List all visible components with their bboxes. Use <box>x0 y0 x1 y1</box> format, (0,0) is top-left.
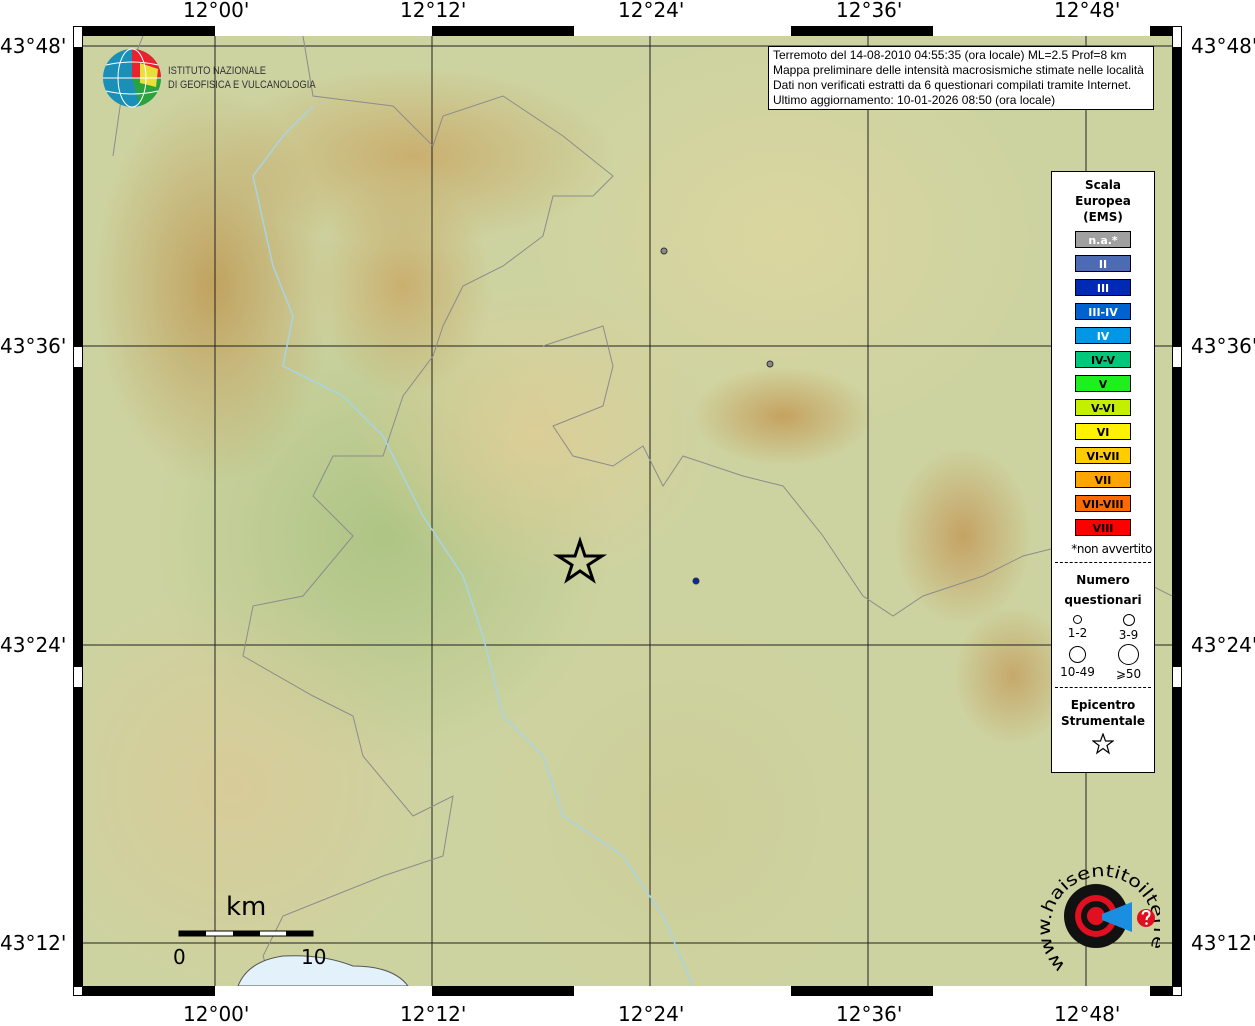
map-overlay <box>83 36 1172 986</box>
intensity-swatch: VII-VIII <box>1075 495 1131 512</box>
lat-label-left: 43°24' <box>0 633 67 657</box>
intensity-swatch: III <box>1075 279 1131 296</box>
scalebar-label-0: 0 <box>173 945 186 969</box>
info-line: Terremoto del 14-08-2010 04:55:35 (ora l… <box>773 48 1127 62</box>
lon-label-top: 12°00' <box>183 0 250 22</box>
info-line: Mappa preliminare delle intensità macros… <box>773 63 1144 77</box>
intensity-point[interactable] <box>692 577 700 585</box>
intensity-swatch: VI-VII <box>1075 447 1131 464</box>
lat-label-right: 43°12' <box>1191 931 1255 955</box>
count-label: 3-9 <box>1118 628 1139 642</box>
legend-title: Scala <box>1084 178 1122 192</box>
scalebar-unit: km <box>226 892 267 922</box>
epicenter-star-icon <box>552 536 608 584</box>
intensity-swatch: n.a.* <box>1075 231 1131 248</box>
map-frame-top <box>73 26 1182 36</box>
divider <box>1055 687 1151 689</box>
intensity-scale: n.a.* II III III-IV IV IV-V V V-VI VI VI-VII VII VI… <box>1052 231 1154 536</box>
intensity-swatch: III-IV <box>1075 303 1131 320</box>
lon-label-bottom: 12°48' <box>1054 1002 1121 1026</box>
lon-label-bottom: 12°36' <box>836 1002 903 1026</box>
ingv-logo: ISTITUTO NAZIONALE DI GEOFISICA E VULCAN… <box>100 47 316 113</box>
info-line: Dati non verificati estratti da 6 questi… <box>773 78 1132 92</box>
lat-label-right: 43°24' <box>1191 633 1255 657</box>
legend-title: (EMS) <box>1083 210 1123 224</box>
intensity-point[interactable] <box>660 247 668 255</box>
legend-title: Europea <box>1075 194 1131 208</box>
globe-icon <box>103 48 162 108</box>
circle-xlarge-icon <box>1118 644 1139 665</box>
intensity-swatch: VII <box>1075 471 1131 488</box>
graticule <box>83 36 1172 986</box>
lat-label-left: 43°12' <box>0 931 67 955</box>
map-frame-right <box>1172 26 1182 996</box>
info-line: Ultimo aggiornamento: 10-01-2026 08:50 (… <box>773 93 1056 107</box>
lon-label-top: 12°12' <box>400 0 467 22</box>
count-label: 10-49 <box>1060 665 1095 679</box>
lat-label-right: 43°48' <box>1191 34 1255 58</box>
divider <box>1055 562 1151 564</box>
epi-title: Epicentro <box>1070 698 1136 712</box>
lon-label-top: 12°36' <box>836 0 903 22</box>
lat-label-left: 43°48' <box>0 34 67 58</box>
map-frame-left <box>73 26 83 996</box>
circle-large-icon <box>1069 646 1086 663</box>
count-label: ⩾50 <box>1115 667 1142 681</box>
map-frame-bottom <box>73 986 1182 996</box>
lon-label-top: 12°48' <box>1054 0 1121 22</box>
circle-small-icon <box>1073 615 1082 624</box>
scalebar-label-10: 10 <box>301 945 327 969</box>
intensity-swatch: V-VI <box>1075 399 1131 416</box>
intensity-swatch: IV-V <box>1075 351 1131 368</box>
lat-label-right: 43°36' <box>1191 334 1255 358</box>
legend-note: *non avvertito <box>1071 542 1152 556</box>
count-title: questionari <box>1064 593 1142 607</box>
count-title: Numero <box>1076 573 1130 587</box>
intensity-swatch: IV <box>1075 327 1131 344</box>
lon-label-bottom: 12°24' <box>618 1002 685 1026</box>
intensity-swatch: VIII <box>1075 519 1131 536</box>
river <box>252 105 694 986</box>
star-icon <box>1091 732 1115 755</box>
admin-boundaries <box>112 36 1172 986</box>
epi-title: Strumentale <box>1060 714 1146 728</box>
intensity-swatch: VI <box>1075 423 1131 440</box>
scalebar <box>178 930 314 937</box>
ingv-line2: DI GEOFISICA E VULCANOLOGIA <box>168 79 316 91</box>
lon-label-top: 12°24' <box>618 0 685 22</box>
intensity-swatch: V <box>1075 375 1131 392</box>
circle-medium-icon <box>1122 614 1135 626</box>
legend: Scala Europea (EMS) n.a.* II III III-IV IV IV… <box>1051 171 1155 773</box>
event-info-box: Terremoto del 14-08-2010 04:55:35 (ora l… <box>768 46 1154 110</box>
lon-label-bottom: 12°12' <box>400 1002 467 1026</box>
map-area[interactable] <box>83 36 1172 986</box>
lat-label-left: 43°36' <box>0 334 67 358</box>
hsit-logo: www.haisentitoilterremoto.it <box>1016 833 1169 982</box>
intensity-point[interactable] <box>766 360 774 368</box>
ingv-line1: ISTITUTO NAZIONALE <box>168 65 267 77</box>
lake <box>237 955 409 986</box>
count-label: 1-2 <box>1067 626 1088 640</box>
intensity-swatch: II <box>1075 255 1131 272</box>
lon-label-bottom: 12°00' <box>183 1002 250 1026</box>
